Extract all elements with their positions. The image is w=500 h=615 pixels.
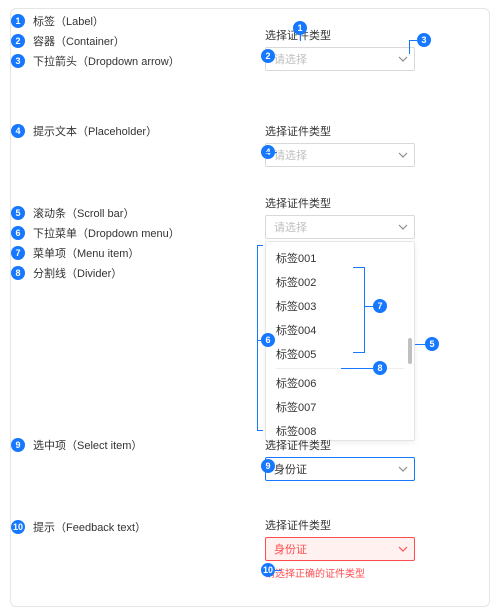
- field-label: 选择证件类型: [265, 123, 415, 139]
- feedback-text: 请选择正确的证件类型: [265, 565, 415, 580]
- bracket: [257, 245, 263, 431]
- legend-item: 5 滚动条（Scroll bar）: [11, 205, 134, 221]
- select-container[interactable]: 请选择: [265, 143, 415, 167]
- field-label: 选择证件类型: [265, 437, 415, 453]
- legend-text: 分割线（Divider）: [33, 265, 122, 281]
- legend-text: 下拉箭头（Dropdown arrow）: [33, 53, 180, 69]
- chevron-down-icon: [398, 544, 408, 554]
- select-container[interactable]: 请选择: [265, 47, 415, 71]
- menu-item[interactable]: 标签007: [266, 395, 404, 419]
- examples-column: 选择证件类型 请选择 123 选择证件类型 请选择 4 选择证件类型 请选择: [247, 27, 475, 588]
- scrollbar-thumb[interactable]: [408, 338, 412, 364]
- leader-line: [365, 306, 373, 307]
- leader-line: [300, 34, 301, 41]
- chevron-down-icon: [398, 222, 408, 232]
- chevron-down-icon: [398, 54, 408, 64]
- legend-text: 标签（Label）: [33, 13, 104, 29]
- leader-line: [261, 56, 265, 57]
- legend-item: 3 下拉箭头（Dropdown arrow）: [11, 53, 180, 69]
- annotation-badge: 4: [11, 124, 25, 138]
- select-container[interactable]: 身份证: [265, 537, 415, 561]
- legend-item: 9 选中项（Select item）: [11, 437, 142, 453]
- select-container[interactable]: 身份证: [265, 457, 415, 481]
- annotation-badge: 5: [11, 206, 25, 220]
- legend-item: 2 容器（Container）: [11, 33, 125, 49]
- spec-frame: 1 标签（Label） 2 容器（Container） 3 下拉箭头（Dropdown a…: [10, 8, 490, 607]
- legend-text: 容器（Container）: [33, 33, 125, 49]
- annotation-badge: 1: [11, 14, 25, 28]
- example-selected: 选择证件类型 身份证 9: [265, 437, 415, 481]
- leader-line: [341, 368, 373, 369]
- menu-item[interactable]: 标签002: [266, 270, 404, 294]
- menu-item[interactable]: 标签008: [266, 419, 404, 436]
- bracket: [353, 267, 365, 353]
- legend-text: 滚动条（Scroll bar）: [33, 205, 134, 221]
- legend-item: 1 标签（Label）: [11, 13, 104, 29]
- leader-line: [409, 40, 417, 41]
- field-label: 选择证件类型: [265, 517, 415, 533]
- legend-text: 下拉菜单（Dropdown menu）: [33, 225, 180, 241]
- legend-text: 选中项（Select item）: [33, 437, 142, 453]
- select-container[interactable]: 请选择: [265, 215, 415, 239]
- annotation-badge: 2: [11, 34, 25, 48]
- legend-item: 6 下拉菜单（Dropdown menu）: [11, 225, 180, 241]
- annotation-badge: 8: [11, 266, 25, 280]
- menu-item[interactable]: 标签001: [266, 246, 404, 270]
- menu-item[interactable]: 标签006: [266, 371, 404, 395]
- chevron-down-icon: [398, 150, 408, 160]
- legend-item: 10 提示（Feedback text）: [11, 519, 146, 535]
- annotation-badge: 7: [11, 246, 25, 260]
- leader-line: [261, 152, 277, 153]
- legend-item: 8 分割线（Divider）: [11, 265, 122, 281]
- annotation-marker: 8: [373, 361, 387, 375]
- field-label: 选择证件类型: [265, 195, 415, 211]
- legend-item: 7 菜单项（Menu item）: [11, 245, 139, 261]
- select-placeholder: 请选择: [274, 219, 307, 235]
- example-basic: 选择证件类型 请选择 123: [265, 27, 415, 71]
- leader-line: [275, 570, 281, 571]
- legend-item: 4 提示文本（Placeholder）: [11, 123, 157, 139]
- select-value: 身份证: [274, 541, 307, 557]
- annotation-badge: 10: [11, 520, 25, 534]
- dropdown-menu: 标签001标签002标签003标签004标签005标签006标签007标签008: [265, 241, 415, 441]
- annotation-badge: 6: [11, 226, 25, 240]
- annotation-marker: 10: [261, 563, 275, 577]
- example-placeholder: 选择证件类型 请选择 4: [265, 123, 415, 167]
- chevron-down-icon: [398, 464, 408, 474]
- select-placeholder: 请选择: [274, 51, 307, 67]
- leader-line: [415, 344, 425, 345]
- example-dropdown-open: 选择证件类型 请选择 标签001标签002标签003标签004标签005标签00…: [265, 195, 415, 441]
- example-error: 选择证件类型 身份证 请选择正确的证件类型 10: [265, 517, 415, 580]
- legend-text: 菜单项（Menu item）: [33, 245, 139, 261]
- annotation-marker: 1: [293, 21, 307, 35]
- annotation-marker: 6: [261, 333, 275, 347]
- annotation-marker: 3: [417, 33, 431, 47]
- leader-line: [409, 40, 410, 54]
- legend-text: 提示文本（Placeholder）: [33, 123, 157, 139]
- annotation-marker: 5: [425, 337, 439, 351]
- leader-line: [257, 340, 263, 341]
- annotation-marker: 7: [373, 299, 387, 313]
- menu-item[interactable]: 标签004: [266, 318, 404, 342]
- legend-text: 提示（Feedback text）: [33, 519, 146, 535]
- select-value: 身份证: [274, 461, 307, 477]
- annotation-badge: 3: [11, 54, 25, 68]
- field-label: 选择证件类型: [265, 27, 415, 43]
- annotation-badge: 9: [11, 438, 25, 452]
- select-placeholder: 请选择: [274, 147, 307, 163]
- leader-line: [261, 466, 265, 467]
- legend-column: 1标签（Label）2容器（Container）3下拉箭头（Dropdown a…: [29, 27, 247, 588]
